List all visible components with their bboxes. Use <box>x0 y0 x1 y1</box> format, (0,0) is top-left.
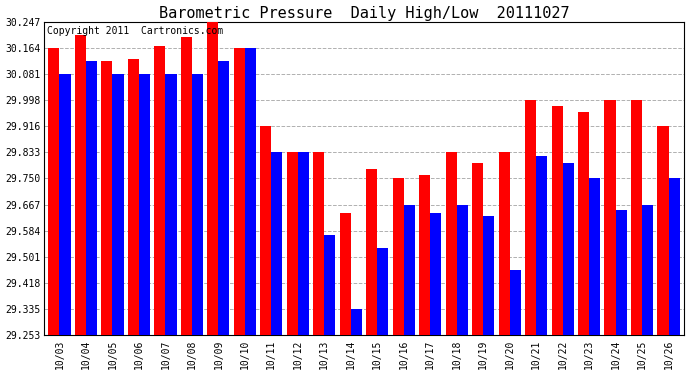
Bar <box>128 58 139 335</box>
Bar <box>245 48 256 335</box>
Bar <box>536 156 547 335</box>
Bar <box>271 152 282 335</box>
Bar <box>669 178 680 335</box>
Bar <box>457 205 468 335</box>
Bar <box>181 36 192 335</box>
Bar <box>324 235 335 335</box>
Bar <box>339 213 351 335</box>
Bar <box>192 74 203 335</box>
Bar <box>377 248 388 335</box>
Bar <box>166 74 177 335</box>
Bar <box>642 205 653 335</box>
Bar <box>393 178 404 335</box>
Title: Barometric Pressure  Daily High/Low  20111027: Barometric Pressure Daily High/Low 20111… <box>159 6 569 21</box>
Bar <box>604 100 615 335</box>
Bar <box>112 74 124 335</box>
Bar <box>75 35 86 335</box>
Bar <box>658 126 669 335</box>
Bar <box>313 152 324 335</box>
Bar <box>366 169 377 335</box>
Bar <box>431 213 442 335</box>
Bar <box>578 112 589 335</box>
Bar <box>298 152 309 335</box>
Bar <box>404 205 415 335</box>
Text: Copyright 2011  Cartronics.com: Copyright 2011 Cartronics.com <box>47 26 223 36</box>
Bar <box>59 74 70 335</box>
Bar <box>499 152 510 335</box>
Bar <box>155 46 166 335</box>
Bar <box>589 178 600 335</box>
Bar <box>525 100 536 335</box>
Bar <box>562 163 574 335</box>
Bar <box>631 100 642 335</box>
Bar <box>207 22 218 335</box>
Bar <box>234 48 245 335</box>
Bar <box>510 270 521 335</box>
Bar <box>48 48 59 335</box>
Bar <box>86 61 97 335</box>
Bar <box>139 74 150 335</box>
Bar <box>351 309 362 335</box>
Bar <box>446 152 457 335</box>
Bar <box>472 163 483 335</box>
Bar <box>218 61 230 335</box>
Bar <box>101 61 112 335</box>
Bar <box>286 152 298 335</box>
Bar <box>260 126 271 335</box>
Bar <box>551 106 562 335</box>
Bar <box>419 175 431 335</box>
Bar <box>615 210 627 335</box>
Bar <box>483 216 494 335</box>
